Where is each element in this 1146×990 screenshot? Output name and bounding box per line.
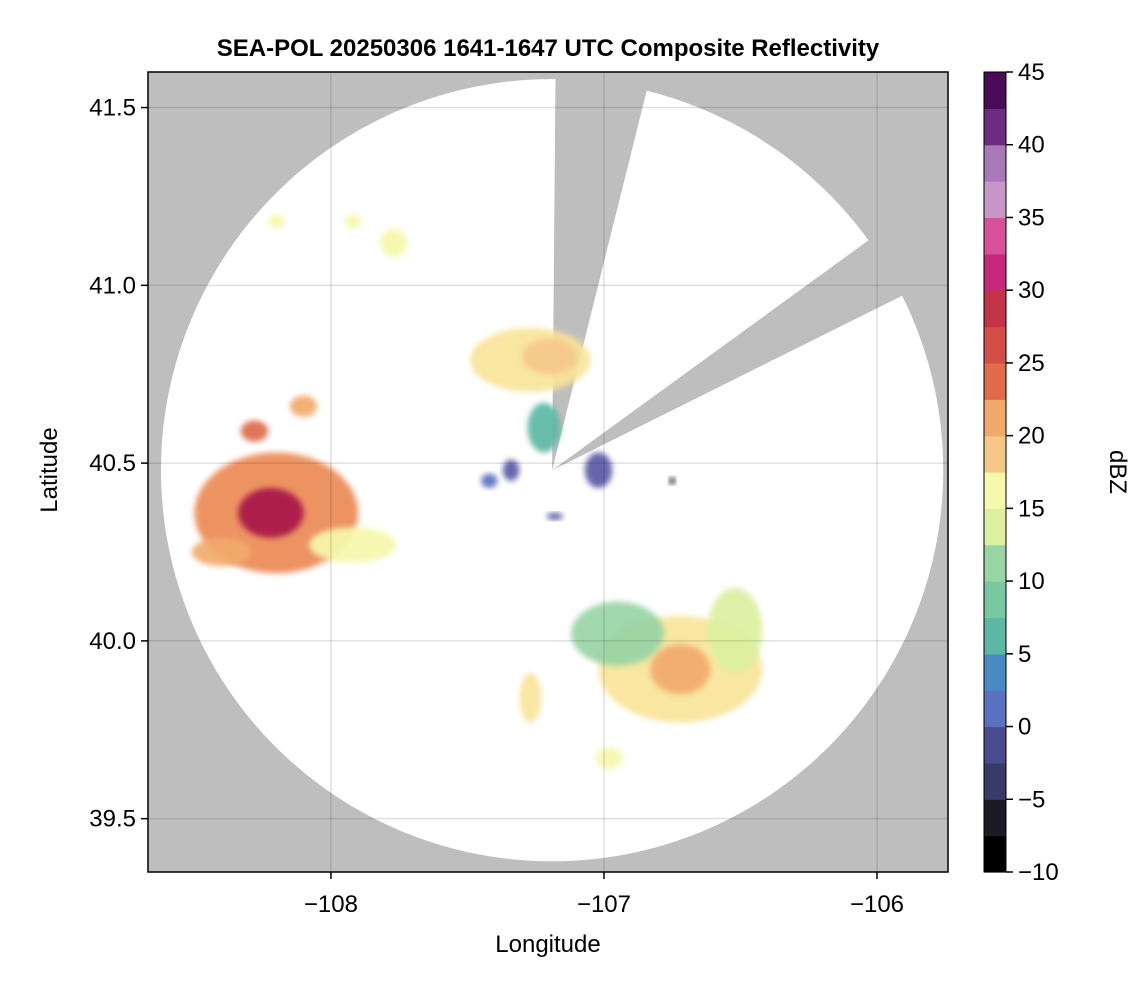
x-tick-label: −108: [304, 891, 358, 918]
colorbar-frame: [983, 71, 1007, 873]
colorbar-tick-label: 10: [1018, 568, 1045, 595]
colorbar-segment: [984, 581, 1006, 619]
echo-near-radar-echo: [527, 402, 561, 453]
echo-northern-scatter-2: [344, 214, 361, 229]
echo-near-radar-low-1: [502, 459, 520, 481]
colorbar-segment: [984, 690, 1006, 728]
echo-southeast-south: [595, 747, 624, 769]
colorbar-tick-label: 25: [1018, 350, 1045, 377]
echo-near-radar-low-3: [481, 473, 498, 488]
colorbar-segment: [984, 508, 1006, 546]
colorbar-label: dBZ: [1104, 450, 1131, 494]
echo-near-radar-low-4: [546, 512, 563, 521]
echo-west-cell-core: [238, 488, 304, 538]
grid-lines: [148, 72, 948, 872]
echo-southeast-west-blob: [519, 672, 542, 723]
colorbar: [983, 71, 1007, 873]
plot-area: [148, 72, 948, 872]
echo-northern-scatter-3: [380, 228, 408, 257]
colorbar-segment: [984, 653, 1006, 691]
colorbar-segment: [984, 362, 1006, 400]
chart-title: SEA-POL 20250306 1641-1647 UTC Composite…: [217, 35, 880, 62]
colorbar-tick-label: −5: [1018, 786, 1045, 813]
echo-southeast-cell-east: [707, 587, 763, 673]
y-tick-label: 41.5: [89, 95, 136, 122]
echo-southeast-cell-west: [571, 601, 664, 666]
colorbar-segment: [984, 181, 1006, 219]
x-tick-label: −106: [850, 891, 904, 918]
echo-northern-scatter-1: [268, 214, 285, 229]
colorbar-tick-label: 30: [1018, 277, 1045, 304]
echo-isolated-point: [668, 477, 676, 485]
echo-west-cell-tail: [309, 527, 397, 563]
colorbar-segment: [984, 762, 1006, 800]
colorbar-tick-label: 45: [1018, 59, 1045, 86]
colorbar-segment: [984, 326, 1006, 364]
colorbar-segment: [984, 399, 1006, 437]
colorbar-segment: [984, 472, 1006, 509]
x-axis-label: Longitude: [495, 931, 600, 958]
y-tick-label: 41.0: [89, 272, 136, 299]
colorbar-segment: [984, 617, 1006, 655]
x-tick-label: −107: [577, 891, 631, 918]
colorbar-segment: [984, 72, 1006, 109]
x-axis-ticks: −108 −107 −106: [304, 872, 904, 918]
colorbar-segment: [984, 253, 1006, 291]
colorbar-segment: [984, 544, 1006, 582]
colorbar-tick-label: 35: [1018, 204, 1045, 231]
colorbar-segment: [984, 726, 1006, 764]
colorbar-segment: [984, 799, 1006, 837]
echo-near-radar-low-2: [584, 452, 613, 489]
colorbar-tick-label: 15: [1018, 495, 1045, 522]
plot-frame: [147, 71, 949, 873]
echo-west-cell-north: [289, 395, 318, 417]
colorbar-tick-label: 20: [1018, 423, 1045, 450]
y-axis-label: Latitude: [36, 427, 63, 512]
y-tick-label: 39.5: [89, 806, 136, 833]
echo-central-north-core: [522, 338, 577, 375]
colorbar-tick-label: 40: [1018, 132, 1045, 159]
y-axis-ticks: 39.5 40.0 40.5 41.0 41.5: [89, 95, 148, 833]
colorbar-segment: [984, 217, 1006, 255]
echo-southeast-cell-core: [650, 644, 711, 695]
colorbar-segment: [984, 144, 1006, 182]
colorbar-ticks: −10 −5 0 5 10 15 20 25 30 35 40 45: [1006, 59, 1059, 886]
colorbar-segment: [984, 108, 1006, 146]
colorbar-segment: [984, 290, 1006, 328]
colorbar-tick-label: −10: [1018, 859, 1059, 886]
echo-west-cell-fringe: [191, 537, 252, 567]
colorbar-segment: [984, 435, 1006, 473]
y-tick-label: 40.0: [89, 628, 136, 655]
colorbar-tick-label: 0: [1018, 714, 1031, 741]
echo-west-cell-nw: [240, 420, 269, 442]
colorbar-segment: [984, 835, 1006, 873]
y-tick-label: 40.5: [89, 450, 136, 477]
reflectivity-echoes: [191, 214, 763, 769]
colorbar-tick-label: 5: [1018, 641, 1031, 668]
